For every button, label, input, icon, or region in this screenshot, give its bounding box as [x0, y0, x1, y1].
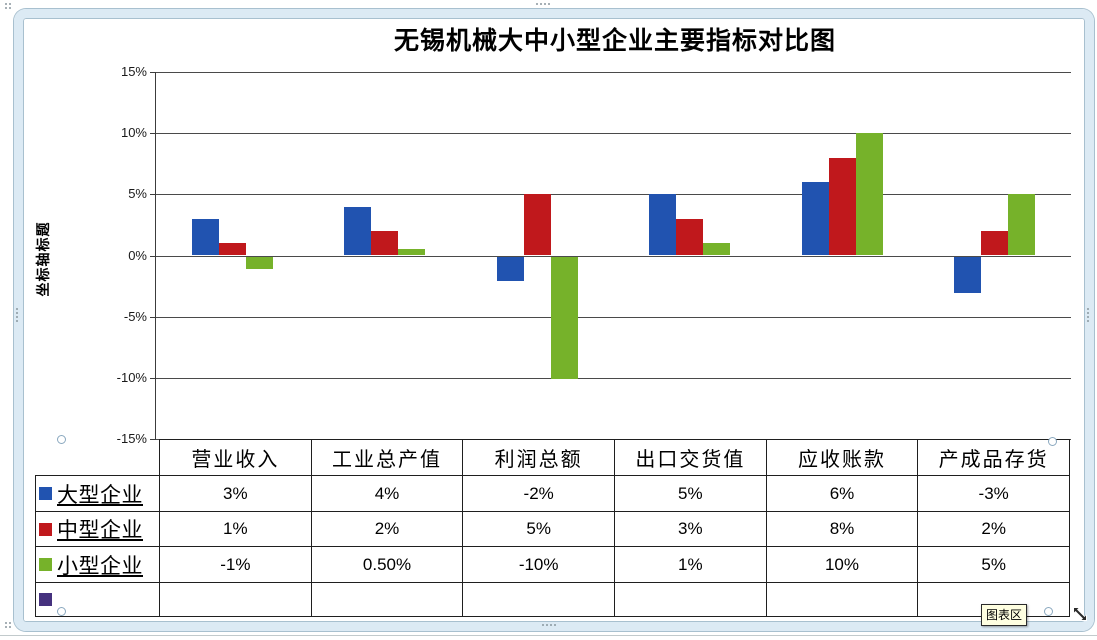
gridline [156, 378, 1071, 379]
table-header-cell: 工业总产值 [311, 439, 464, 476]
table-value-cell [311, 583, 464, 617]
drag-grip-top-left[interactable] [5, 3, 11, 9]
chart-area-tooltip: 图表区 [981, 604, 1028, 626]
gridline [156, 72, 1071, 73]
bar-series1-cat2[interactable] [523, 194, 551, 256]
bar-series0-cat4[interactable] [801, 182, 829, 256]
table-value-cell: -1% [160, 547, 312, 583]
bar-series2-cat4[interactable] [855, 133, 883, 256]
bar-series0-cat5[interactable] [954, 256, 982, 294]
selection-handle-circle[interactable] [1044, 607, 1053, 616]
gridline [156, 194, 1071, 195]
legend-key-icon [39, 558, 52, 571]
table-value-cell [463, 583, 615, 617]
series-name-cell: 大型企业 [35, 476, 160, 512]
series-name-cell: 小型企业 [35, 547, 160, 583]
series-name-label: 小型企业 [57, 553, 143, 578]
table-value-cell: 2% [918, 512, 1070, 547]
table-header-cell: 利润总额 [463, 439, 615, 476]
legend-key-icon [39, 593, 52, 606]
plot-area [150, 72, 1071, 440]
bar-series1-cat3[interactable] [676, 218, 704, 256]
table-value-cell: -3% [918, 476, 1070, 512]
y-axis-label: 10% [120, 125, 147, 140]
axis-tick [150, 133, 156, 134]
table-value-cell: 8% [766, 512, 919, 547]
axis-tick [150, 72, 156, 73]
bar-series0-cat0[interactable] [191, 218, 219, 256]
table-value-cell [160, 583, 312, 617]
series-name-label: 中型企业 [57, 518, 143, 542]
y-axis-title[interactable]: 坐标轴标题 [36, 221, 52, 297]
resize-cursor-icon [1073, 607, 1087, 621]
gridline [156, 133, 1071, 134]
y-axis-label: 5% [128, 186, 147, 201]
table-header-cell: 出口交货值 [615, 439, 767, 476]
legend-key-icon [39, 487, 52, 500]
bar-series2-cat0[interactable] [245, 256, 273, 269]
chart-title[interactable]: 无锡机械大中小型企业主要指标对比图 [393, 26, 836, 55]
table-value-cell: 4% [311, 476, 464, 512]
legend-key-icon [39, 522, 52, 536]
series-name-cell [35, 583, 160, 617]
table-value-cell: 3% [160, 476, 312, 512]
bar-series2-cat3[interactable] [703, 243, 731, 256]
axis-tick [150, 256, 156, 257]
table-value-cell: 5% [615, 476, 767, 512]
bar-series0-cat3[interactable] [649, 194, 677, 256]
table-value-cell: 2% [311, 512, 464, 547]
bar-series2-cat2[interactable] [550, 256, 578, 379]
y-axis-label: -10% [116, 370, 147, 385]
table-corner-cell [35, 439, 160, 476]
gridline [156, 317, 1071, 318]
y-axis-label: -5% [123, 309, 147, 324]
worksheet-edge-line [0, 635, 1097, 636]
axis-tick [150, 378, 156, 379]
bar-series2-cat1[interactable] [398, 249, 426, 256]
table-value-cell [615, 583, 767, 617]
resize-handle-top[interactable] [536, 3, 550, 5]
table-value-cell: 5% [463, 512, 615, 547]
selection-handle-circle[interactable] [57, 435, 66, 444]
table-value-cell: 5% [918, 547, 1070, 583]
gridline [156, 256, 1071, 257]
resize-handle-left[interactable] [16, 308, 18, 322]
table-value-cell: 1% [160, 512, 312, 547]
y-axis-label: -15% [116, 431, 147, 446]
bar-series1-cat1[interactable] [371, 231, 399, 256]
y-axis-label: 15% [120, 64, 147, 79]
table-header-cell: 应收账款 [766, 439, 919, 476]
table-value-cell: 6% [766, 476, 919, 512]
axis-tick [150, 194, 156, 195]
table-header-cell: 营业收入 [160, 439, 312, 476]
table-value-cell: 10% [766, 547, 919, 583]
table-header-cell: 产成品存货 [918, 439, 1070, 476]
drag-grip-bottom-left[interactable] [5, 622, 11, 628]
bar-series0-cat1[interactable] [344, 206, 372, 256]
y-axis-label: 0% [128, 248, 147, 263]
table-value-cell: -2% [463, 476, 615, 512]
bar-series2-cat5[interactable] [1008, 194, 1036, 256]
table-value-cell [766, 583, 919, 617]
resize-handle-right[interactable] [1087, 308, 1089, 322]
selection-handle-circle[interactable] [57, 607, 66, 616]
table-value-cell: 0.50% [311, 547, 464, 583]
bar-series1-cat0[interactable] [218, 243, 246, 256]
chart-selection-frame[interactable] [14, 9, 1094, 631]
table-value-cell: -10% [463, 547, 615, 583]
resize-handle-bottom[interactable] [542, 624, 556, 626]
bar-series0-cat2[interactable] [496, 256, 524, 281]
axis-tick [150, 439, 156, 440]
selection-handle-circle[interactable] [1048, 437, 1057, 446]
series-name-label: 大型企业 [57, 482, 143, 507]
axis-tick [150, 317, 156, 318]
bar-series1-cat4[interactable] [828, 157, 856, 256]
table-value-cell: 3% [615, 512, 767, 547]
series-name-cell: 中型企业 [35, 512, 160, 547]
table-value-cell: 1% [615, 547, 767, 583]
bar-series1-cat5[interactable] [981, 231, 1009, 256]
data-table: 营业收入 工业总产值 利润总额 出口交货值 应收账款 产成品存货 大型企业 3% 4% -2% 5%… [35, 439, 1070, 617]
